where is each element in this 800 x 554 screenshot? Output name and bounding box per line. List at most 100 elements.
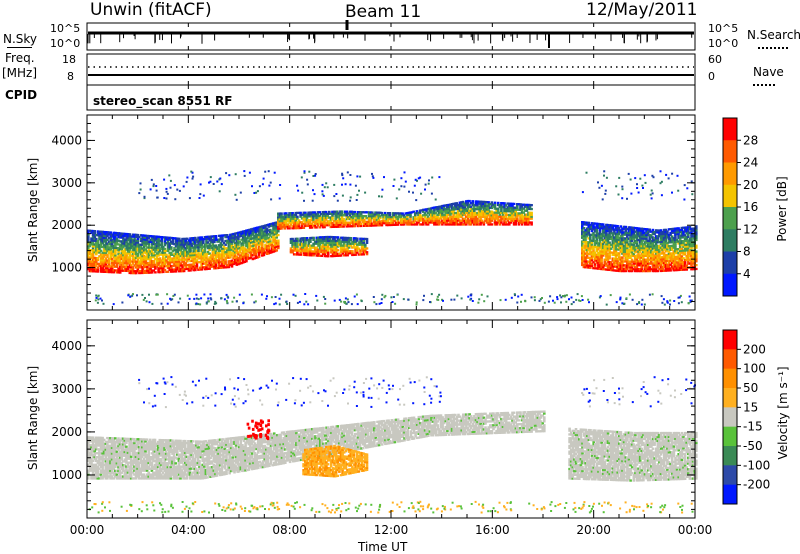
- echo-cell: [200, 253, 203, 256]
- echo-cell: [93, 268, 96, 271]
- echo-cell: [485, 221, 489, 224]
- echo-cell: [415, 210, 419, 213]
- echo-cell: [147, 263, 151, 267]
- echo-cell: [648, 237, 651, 241]
- echo-cell: [474, 208, 478, 211]
- echo-cell: [173, 248, 176, 252]
- echo-cell: [404, 219, 408, 222]
- echo-cell: [312, 218, 315, 222]
- echo-cell: [444, 219, 447, 222]
- echo-cell: [453, 202, 457, 205]
- echo-cell: [171, 257, 175, 260]
- echo-cell: [312, 211, 315, 214]
- echo-cell: [394, 212, 398, 215]
- echo-cell: [330, 239, 333, 242]
- echo-cell: [254, 254, 258, 258]
- echo-cell: [336, 225, 339, 228]
- echo-cell: [326, 243, 330, 246]
- echo-cell: [637, 229, 640, 232]
- echo-cell: [256, 243, 259, 246]
- echo-cell: [337, 221, 341, 225]
- echo-cell: [232, 247, 235, 251]
- echo-cell: [589, 239, 592, 242]
- echo-cell: [112, 246, 116, 249]
- echo-cell: [650, 258, 653, 261]
- echo-cell: [627, 245, 631, 248]
- echo-cell: [190, 237, 194, 240]
- echo-cell: [600, 246, 603, 249]
- echo-cell: [525, 221, 529, 224]
- echo-cell: [614, 259, 618, 262]
- echo-cell: [254, 240, 258, 243]
- echo-cell: [139, 243, 143, 246]
- echo-cell: [662, 230, 666, 234]
- echo-cell: [162, 255, 165, 258]
- echo-cell: [603, 229, 607, 232]
- echo-cell: [666, 265, 669, 268]
- echo-cell: [672, 254, 676, 257]
- echo-cell: [318, 250, 322, 254]
- echo-cell: [455, 217, 458, 220]
- echo-cell: [391, 217, 395, 221]
- echo-cell: [214, 238, 218, 242]
- echo-cell: [584, 229, 587, 232]
- echo-cell: [473, 217, 476, 220]
- echo-cell: [103, 238, 106, 241]
- echo-cell: [487, 201, 490, 204]
- echo-cell: [683, 247, 687, 250]
- echo-cell: [332, 225, 336, 228]
- echo-cell: [168, 242, 171, 245]
- echo-cell: [587, 229, 590, 232]
- echo-cell: [120, 242, 124, 245]
- echo-cell: [616, 240, 619, 243]
- echo-cell: [645, 268, 648, 271]
- echo-cell: [600, 254, 603, 257]
- echo-cell: [603, 241, 607, 244]
- echo-cell: [241, 249, 245, 252]
- echo-cell: [654, 258, 658, 261]
- echo-cell: [385, 217, 388, 221]
- echo-cell: [277, 245, 280, 248]
- echo-cell: [593, 253, 597, 256]
- echo-cell: [144, 236, 148, 239]
- echo-cell: [677, 266, 680, 270]
- echo-cell: [128, 271, 132, 275]
- echo-cell: [110, 267, 114, 270]
- echo-cell: [597, 251, 600, 255]
- echo-cell: [296, 247, 299, 250]
- echo-cell: [157, 250, 160, 253]
- echo-cell: [93, 230, 96, 233]
- echo-cell: [160, 239, 163, 243]
- echo-cell: [442, 215, 446, 219]
- echo-cell: [430, 221, 433, 224]
- echo-cell: [318, 241, 322, 245]
- echo-cell: [654, 254, 658, 257]
- echo-cell: [465, 207, 468, 211]
- echo-cell: [685, 230, 688, 233]
- echo-cell: [344, 238, 348, 241]
- echo-cell: [317, 250, 320, 253]
- echo-cell: [401, 219, 404, 222]
- echo-cell: [292, 227, 296, 230]
- echo-cell: [347, 246, 351, 249]
- echo-cell: [243, 239, 247, 242]
- echo-cell: [436, 213, 439, 216]
- echo-cell: [480, 210, 484, 213]
- echo-cell: [259, 247, 262, 250]
- echo-cell: [589, 241, 592, 244]
- echo-cell: [221, 257, 224, 260]
- echo-cell: [648, 269, 651, 273]
- echo-cell: [197, 268, 200, 271]
- echo-cell: [299, 237, 302, 240]
- echo-cell: [194, 265, 197, 268]
- echo-cell: [160, 259, 163, 262]
- echo-cell: [386, 223, 390, 227]
- echo-cell: [332, 210, 336, 213]
- echo-cell: [294, 243, 298, 246]
- echo-cell: [213, 246, 216, 249]
- echo-cell: [680, 264, 684, 268]
- echo-cell: [457, 205, 460, 208]
- echo-cell: [88, 243, 92, 246]
- echo-cell: [645, 264, 648, 267]
- echo-cell: [307, 248, 311, 251]
